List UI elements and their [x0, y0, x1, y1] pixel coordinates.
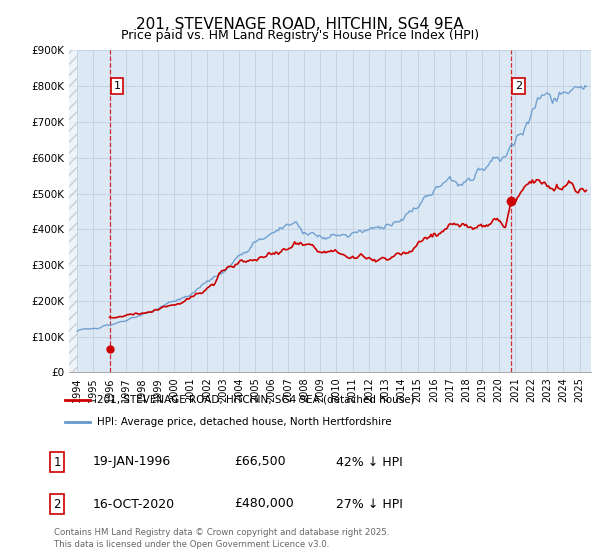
Text: Contains HM Land Registry data © Crown copyright and database right 2025.
This d: Contains HM Land Registry data © Crown c… — [54, 528, 389, 549]
Text: £480,000: £480,000 — [234, 497, 294, 511]
Text: Price paid vs. HM Land Registry's House Price Index (HPI): Price paid vs. HM Land Registry's House … — [121, 29, 479, 42]
Text: 2: 2 — [515, 81, 522, 91]
Text: 1: 1 — [53, 455, 61, 469]
Polygon shape — [69, 50, 77, 372]
Text: 1: 1 — [113, 81, 121, 91]
Text: £66,500: £66,500 — [234, 455, 286, 469]
Text: 201, STEVENAGE ROAD, HITCHIN, SG4 9EA (detached house): 201, STEVENAGE ROAD, HITCHIN, SG4 9EA (d… — [97, 395, 415, 405]
Text: 42% ↓ HPI: 42% ↓ HPI — [336, 455, 403, 469]
Text: HPI: Average price, detached house, North Hertfordshire: HPI: Average price, detached house, Nort… — [97, 417, 392, 427]
Text: 27% ↓ HPI: 27% ↓ HPI — [336, 497, 403, 511]
Text: 16-OCT-2020: 16-OCT-2020 — [93, 497, 175, 511]
Text: 201, STEVENAGE ROAD, HITCHIN, SG4 9EA: 201, STEVENAGE ROAD, HITCHIN, SG4 9EA — [136, 17, 464, 32]
Text: 19-JAN-1996: 19-JAN-1996 — [93, 455, 171, 469]
Text: 2: 2 — [53, 497, 61, 511]
